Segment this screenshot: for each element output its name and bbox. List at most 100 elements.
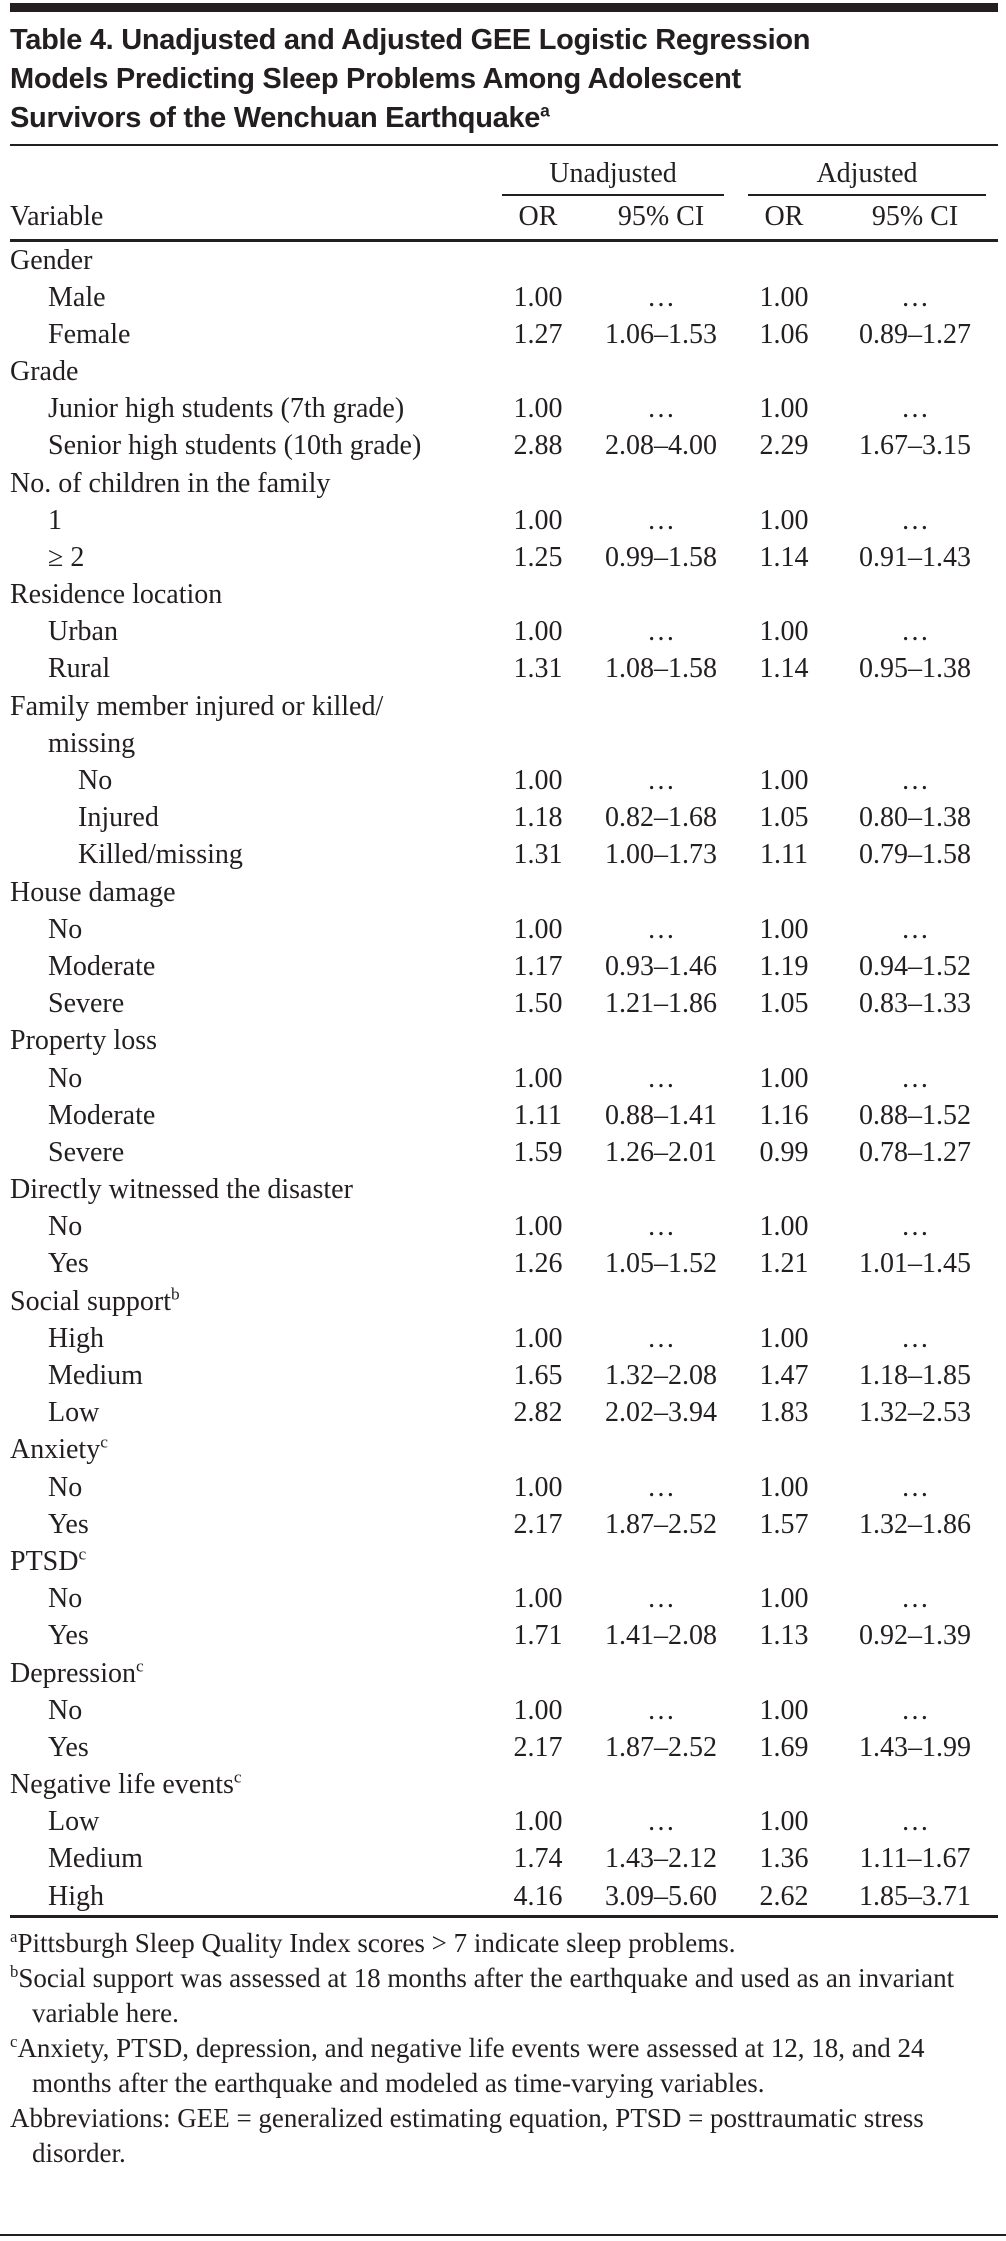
table-row: Yes 1.71 1.41–2.08 1.13 0.92–1.39 (10, 1617, 998, 1654)
cell-value: … (647, 616, 675, 648)
row-label: Gender (10, 244, 93, 276)
table-title: Table 4. Unadjusted and Adjusted GEE Log… (10, 21, 998, 138)
cell-value (736, 1654, 832, 1691)
cell-value (832, 576, 998, 613)
cell-value: 1.00 (513, 1471, 563, 1503)
cell-value: 0.99–1.58 (605, 541, 717, 573)
cell-value: … (647, 393, 675, 425)
row-label: Yes (48, 1731, 89, 1763)
cell-value: 2.88 (513, 430, 563, 462)
table-row: Moderate 1.17 0.93–1.46 1.19 0.94–1.52 (10, 948, 998, 985)
cell-value: 1.00 (759, 1471, 809, 1503)
cell-value: … (901, 504, 929, 536)
cell-value: 1.06 (759, 318, 809, 350)
cell-value: … (647, 1583, 675, 1615)
cell-value: … (901, 1322, 929, 1354)
cell-value (832, 353, 998, 390)
cell-value: 1.00 (759, 1211, 809, 1243)
cell-value (832, 874, 998, 911)
table-header: Unadjusted Adjusted Variable OR 95% CI O… (10, 146, 999, 240)
cell-value: 1.14 (759, 653, 809, 685)
cell-value: 1.00 (759, 1583, 809, 1615)
col-header-or-unadjusted: OR (518, 201, 558, 233)
page-bottom-rule (0, 2234, 1006, 2236)
cell-value (586, 1431, 736, 1468)
table-row: Yes 1.26 1.05–1.52 1.21 1.01–1.45 (10, 1245, 998, 1282)
cell-value: … (901, 281, 929, 313)
cell-value (586, 1654, 736, 1691)
row-label: No (48, 1211, 83, 1243)
col-header-ci-unadjusted: 95% CI (617, 201, 705, 233)
cell-value: 0.80–1.38 (859, 802, 971, 834)
cell-value: 0.83–1.33 (859, 988, 971, 1020)
cell-value (832, 464, 998, 501)
cell-value: 1.18 (513, 802, 563, 834)
table-row: No 1.00… 1.00… (10, 911, 998, 948)
cell-value: 1.00 (513, 504, 563, 536)
cell-value (586, 240, 736, 279)
table-row: No 1.00… 1.00… (10, 1580, 998, 1617)
cell-value (736, 874, 832, 911)
cell-value: 0.88–1.41 (605, 1099, 717, 1131)
cell-value: 1.13 (759, 1620, 809, 1652)
table-row: Residence location (10, 576, 998, 613)
row-label: missing (48, 727, 136, 759)
cell-value: 1.47 (759, 1360, 809, 1392)
cell-value: 0.91–1.43 (859, 541, 971, 573)
cell-value (736, 1431, 832, 1468)
table-row: Severe 1.59 1.26–2.01 0.99 0.78–1.27 (10, 1134, 998, 1171)
cell-value: 1.31 (513, 839, 563, 871)
spanner-adjusted-label: Adjusted (816, 158, 918, 189)
cell-value: 1.00 (759, 913, 809, 945)
row-label: Injured (78, 802, 159, 834)
cell-value (490, 1283, 586, 1320)
cell-value: 0.93–1.46 (605, 950, 717, 982)
cell-value: 1.74 (513, 1843, 563, 1875)
title-rule (10, 144, 998, 146)
row-label: No (48, 1471, 83, 1503)
cell-value: 2.08–4.00 (605, 430, 717, 462)
row-label: Senior high students (10th grade) (48, 430, 422, 462)
cell-value: … (901, 765, 929, 797)
cell-value: 1.65 (513, 1360, 563, 1392)
cell-value: 1.50 (513, 988, 563, 1020)
cell-value (586, 1171, 736, 1208)
row-label: No. of children in the family (10, 467, 331, 499)
col-header-variable: Variable (10, 201, 104, 233)
table-row: Directly witnessed the disaster (10, 1171, 998, 1208)
cell-value (586, 353, 736, 390)
cell-value (736, 353, 832, 390)
title-line-3: Survivors of the Wenchuan Earthquake (10, 102, 541, 134)
cell-value: 1.69 (759, 1731, 809, 1763)
cell-value: … (901, 393, 929, 425)
cell-value: 1.00 (759, 616, 809, 648)
cell-value (832, 1543, 998, 1580)
cell-value: 1.87–2.52 (605, 1731, 717, 1763)
row-label: Depressionc (10, 1656, 144, 1689)
footnote: bSocial support was assessed at 18 month… (10, 1961, 955, 2028)
row-footnote-marker: c (100, 1433, 108, 1453)
cell-value: 1.00 (513, 1694, 563, 1726)
footnote: cAnxiety, PTSD, depression, and negative… (10, 2031, 925, 2098)
table-row: Depressionc (10, 1654, 998, 1691)
cell-value (490, 1766, 586, 1803)
table-row: Medium 1.74 1.43–2.12 1.36 1.11–1.67 (10, 1840, 998, 1877)
cell-value (736, 725, 832, 762)
table-body: Gender Male 1.00 … 1.00 … Female 1.27 1.06–1.53 1… (10, 240, 998, 1916)
cell-value (586, 1022, 736, 1059)
cell-value: 2.02–3.94 (605, 1397, 717, 1429)
row-label: No (48, 1694, 83, 1726)
row-label: Urban (48, 616, 118, 648)
table-row: Yes 2.17 1.87–2.52 1.69 1.43–1.99 (10, 1729, 998, 1766)
row-label: Junior high students (7th grade) (48, 393, 405, 425)
cell-value: 1.17 (513, 950, 563, 982)
table-row: Female 1.27 1.06–1.53 1.06 0.89–1.27 (10, 316, 998, 353)
row-label: No (78, 765, 113, 797)
spanner-adjusted: Adjusted (736, 146, 998, 196)
table-row: Social supportb (10, 1283, 998, 1320)
row-label: High (48, 1880, 104, 1912)
cell-value (736, 1171, 832, 1208)
cell-value (586, 688, 736, 725)
title-footnote-marker: a (540, 100, 550, 121)
cell-value: … (647, 1694, 675, 1726)
